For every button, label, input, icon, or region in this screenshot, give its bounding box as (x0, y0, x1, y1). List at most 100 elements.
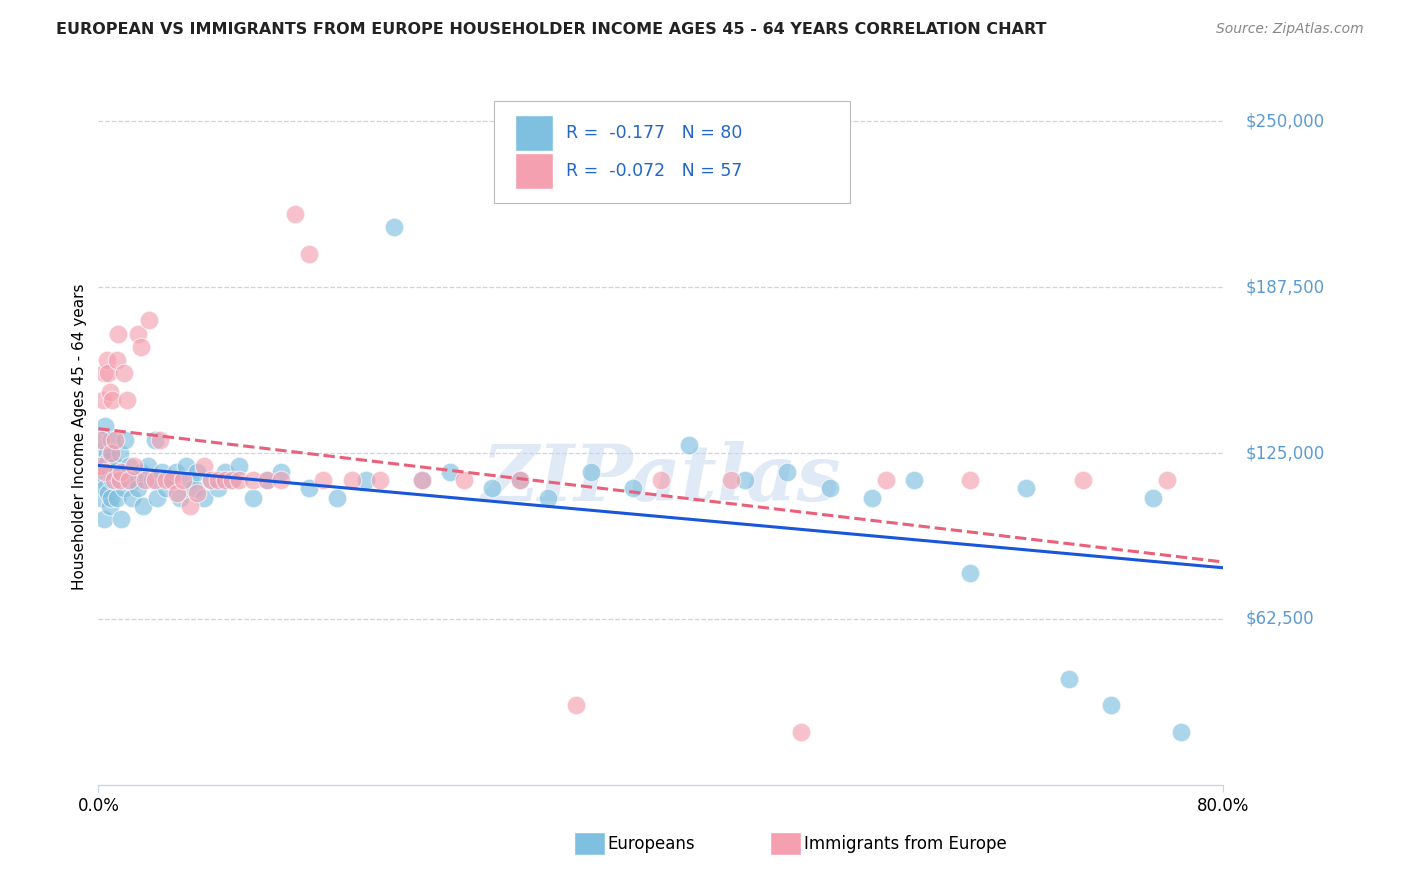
Point (107, 473, 129, 487)
Point (860, 491, 883, 505)
Point (312, 473, 335, 487)
Point (103, 473, 125, 487)
Point (169, 491, 191, 505)
Text: $62,500: $62,500 (1246, 610, 1315, 628)
Point (100, 446, 122, 460)
Point (959, 566, 981, 580)
Point (129, 340, 152, 354)
Point (207, 473, 229, 487)
Point (100, 433, 122, 447)
Point (193, 459, 215, 474)
Text: $125,000: $125,000 (1246, 444, 1324, 462)
Point (127, 326, 149, 341)
Point (96, 465, 118, 479)
Point (150, 465, 173, 479)
Point (103, 465, 125, 479)
Point (1015, 481, 1038, 495)
Point (97, 486, 120, 500)
Point (1170, 724, 1192, 739)
Point (141, 473, 163, 487)
Point (179, 473, 201, 487)
Y-axis label: Householder Income Ages 45 - 64 years: Householder Income Ages 45 - 64 years (72, 284, 87, 591)
Point (89, 465, 111, 479)
Point (256, 473, 278, 487)
Point (90, 491, 112, 505)
Point (93, 367, 115, 381)
Point (579, 465, 602, 479)
Text: $187,500: $187,500 (1246, 278, 1324, 296)
Point (621, 481, 644, 495)
Point (172, 473, 194, 487)
Point (678, 438, 700, 452)
Point (101, 473, 124, 487)
Point (114, 433, 136, 447)
Point (284, 207, 307, 221)
Point (98, 499, 121, 513)
Text: Source: ZipAtlas.com: Source: ZipAtlas.com (1216, 22, 1364, 37)
Point (186, 486, 208, 500)
Point (97, 454, 120, 468)
Point (959, 473, 981, 487)
Point (1071, 473, 1094, 487)
Point (186, 465, 208, 479)
Point (91, 433, 114, 447)
Point (143, 473, 166, 487)
Text: EUROPEAN VS IMMIGRANTS FROM EUROPE HOUSEHOLDER INCOME AGES 45 - 64 YEARS CORRELA: EUROPEAN VS IMMIGRANTS FROM EUROPE HOUSE… (56, 22, 1046, 37)
Point (94, 419, 117, 434)
Point (96, 353, 118, 368)
Point (93, 459, 115, 474)
Point (111, 465, 134, 479)
Point (104, 433, 127, 447)
Text: R =  -0.072   N = 57: R = -0.072 N = 57 (567, 161, 742, 179)
Point (439, 465, 461, 479)
Point (537, 491, 560, 505)
Point (354, 473, 377, 487)
Point (115, 392, 138, 407)
FancyBboxPatch shape (495, 101, 849, 202)
Point (157, 473, 180, 487)
Point (242, 473, 264, 487)
Point (1057, 672, 1080, 686)
Point (118, 473, 141, 487)
Point (242, 491, 264, 505)
Point (112, 481, 135, 495)
Point (1142, 491, 1164, 505)
Point (89, 459, 111, 474)
Point (214, 473, 236, 487)
Point (105, 491, 128, 505)
Point (132, 499, 155, 513)
Point (790, 724, 813, 739)
Point (136, 459, 159, 474)
Point (221, 473, 243, 487)
Point (298, 247, 321, 261)
Point (565, 698, 588, 713)
Point (98, 384, 121, 399)
Point (98, 465, 121, 479)
Point (481, 481, 503, 495)
Point (411, 473, 433, 487)
Point (94, 465, 117, 479)
Text: Immigrants from Europe: Immigrants from Europe (804, 835, 1007, 853)
Text: R =  -0.177   N = 80: R = -0.177 N = 80 (567, 124, 742, 142)
Point (107, 326, 129, 341)
Point (720, 473, 742, 487)
Point (903, 473, 925, 487)
Point (200, 473, 222, 487)
Point (110, 512, 132, 526)
Point (105, 353, 128, 368)
Point (108, 473, 131, 487)
Point (165, 465, 187, 479)
Point (155, 481, 177, 495)
Point (207, 481, 229, 495)
Point (138, 313, 160, 327)
Point (509, 473, 531, 487)
Point (143, 433, 166, 447)
Point (96, 446, 118, 460)
Point (94, 481, 117, 495)
Point (127, 481, 149, 495)
Point (411, 473, 433, 487)
Point (160, 473, 183, 487)
Point (228, 473, 250, 487)
Point (200, 473, 222, 487)
Point (509, 473, 531, 487)
